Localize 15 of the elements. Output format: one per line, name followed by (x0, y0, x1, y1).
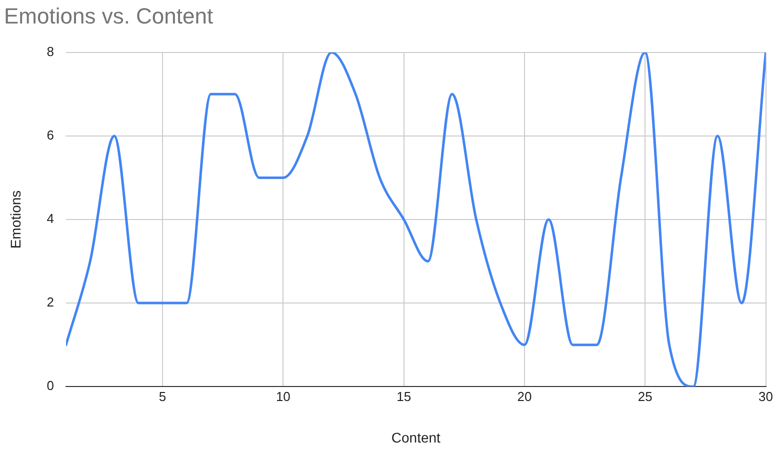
y-tick-label: 8 (46, 44, 54, 59)
x-tick-label: 5 (158, 388, 166, 404)
x-tick-label: 15 (396, 388, 412, 404)
x-tick-label: 25 (638, 388, 652, 404)
x-axis-title: Content (391, 429, 441, 446)
y-tick-label: 0 (46, 378, 54, 394)
x-tick-label: 30 (758, 388, 774, 404)
y-tick-label: 6 (46, 128, 54, 143)
y-tick-label: 2 (46, 294, 54, 310)
chart-title: Emotions vs. Content (4, 3, 214, 28)
line-series (66, 52, 766, 387)
x-tick-label: 10 (276, 388, 290, 404)
y-tick-label: 4 (46, 211, 54, 226)
x-tick-label: 20 (517, 388, 532, 404)
y-axis-title: Emotions (7, 190, 24, 249)
